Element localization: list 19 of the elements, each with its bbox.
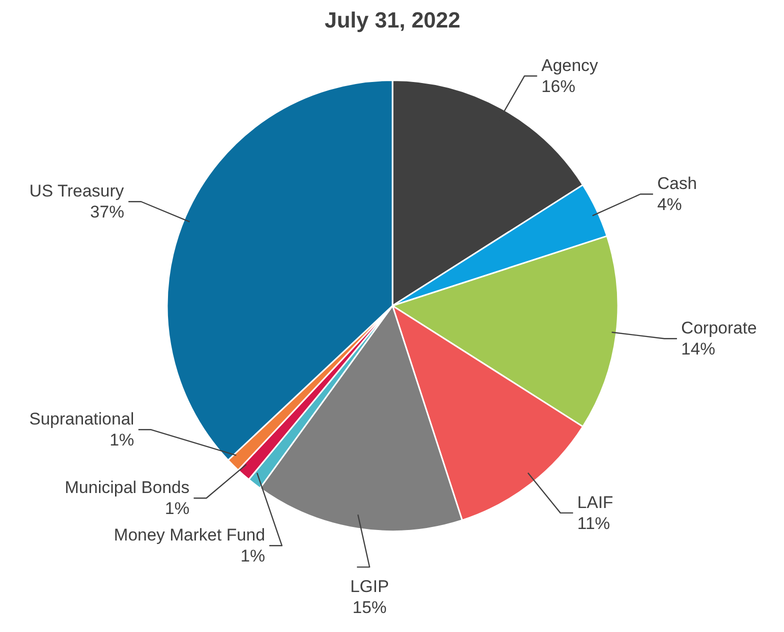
data-label: 16%: [541, 76, 576, 96]
data-label: 37%: [90, 202, 124, 222]
data-label: 4%: [657, 195, 682, 214]
slice-label: Money Market Fund: [114, 526, 266, 545]
data-label: 1%: [110, 430, 134, 450]
slice-label: Agency: [541, 56, 599, 76]
slice-label: Municipal Bonds: [64, 478, 190, 498]
slice-label: Supranational: [29, 410, 134, 429]
chart-title: July 31, 2022: [324, 8, 460, 32]
data-label: 11%: [577, 514, 610, 533]
data-label: 15%: [352, 598, 387, 618]
slice-label: Corporate: [681, 318, 757, 338]
data-label: 14%: [681, 340, 716, 359]
data-label: 1%: [164, 499, 190, 518]
slice-label: US Treasury: [29, 182, 124, 201]
slice-label: LGIP: [350, 577, 389, 596]
slice-label: LAIF: [577, 492, 614, 512]
data-label: 1%: [240, 546, 266, 566]
slice-label: Cash: [657, 174, 697, 194]
